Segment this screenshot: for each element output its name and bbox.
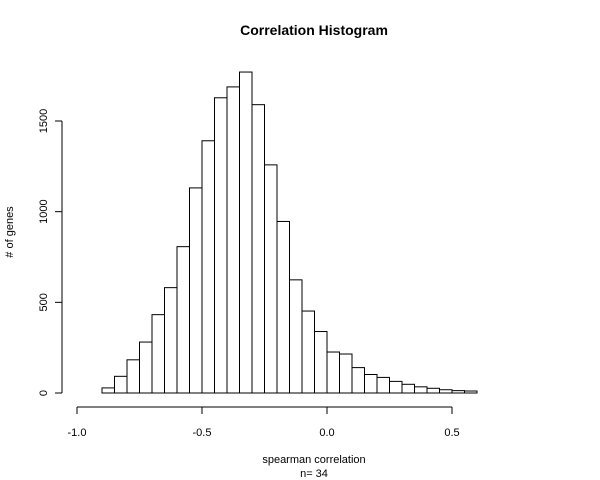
histogram-bar xyxy=(114,375,128,394)
y-tick-label: 1000 xyxy=(38,199,50,223)
histogram-bar xyxy=(351,367,365,394)
histogram-bar xyxy=(301,310,315,394)
histogram-bar xyxy=(414,386,428,394)
histogram-bar xyxy=(101,387,115,394)
histogram-bar xyxy=(464,390,478,394)
histogram-bar xyxy=(326,351,340,394)
x-axis-sublabel: n= 34 xyxy=(300,468,328,480)
chart-title: Correlation Histogram xyxy=(240,22,388,38)
histogram-bar xyxy=(226,86,240,394)
x-tick-label: -1.0 xyxy=(68,427,87,439)
histogram-bar xyxy=(376,376,390,394)
histogram-bar xyxy=(339,353,353,394)
x-tick-label: 0.0 xyxy=(319,427,334,439)
histogram-bar xyxy=(201,140,215,394)
histogram-bar xyxy=(139,341,153,394)
x-tick-label: -0.5 xyxy=(193,427,212,439)
y-tick-label: 0 xyxy=(38,390,50,396)
y-tick-label: 1500 xyxy=(38,109,50,133)
histogram-bar xyxy=(389,380,403,394)
histogram-bar xyxy=(214,97,228,394)
histogram-bars xyxy=(101,71,478,394)
histogram-bar xyxy=(451,390,465,394)
histogram-bar xyxy=(314,331,328,394)
histogram-bar xyxy=(126,359,140,394)
y-axis: 0 500 1000 1500 xyxy=(38,109,63,396)
histogram-bar xyxy=(189,187,203,394)
histogram-bar xyxy=(426,387,440,394)
x-axis: -1.0 -0.5 0.0 0.5 xyxy=(68,406,460,439)
x-tick-label: 0.5 xyxy=(444,427,459,439)
histogram-bar xyxy=(239,71,253,394)
y-axis-label: # of genes xyxy=(4,206,16,258)
x-axis-label: spearman correlation xyxy=(262,454,365,466)
histogram-bar xyxy=(276,220,290,394)
y-tick-label: 500 xyxy=(38,293,50,311)
histogram-bar xyxy=(264,164,278,394)
histogram-bar xyxy=(401,383,415,394)
histogram-bar xyxy=(289,279,303,394)
histogram-bar xyxy=(151,314,165,394)
histogram-bar xyxy=(176,246,190,394)
histogram-bar xyxy=(439,389,453,394)
histogram-bar xyxy=(251,104,265,394)
histogram-bar xyxy=(364,374,378,394)
histogram-bar xyxy=(164,287,178,394)
